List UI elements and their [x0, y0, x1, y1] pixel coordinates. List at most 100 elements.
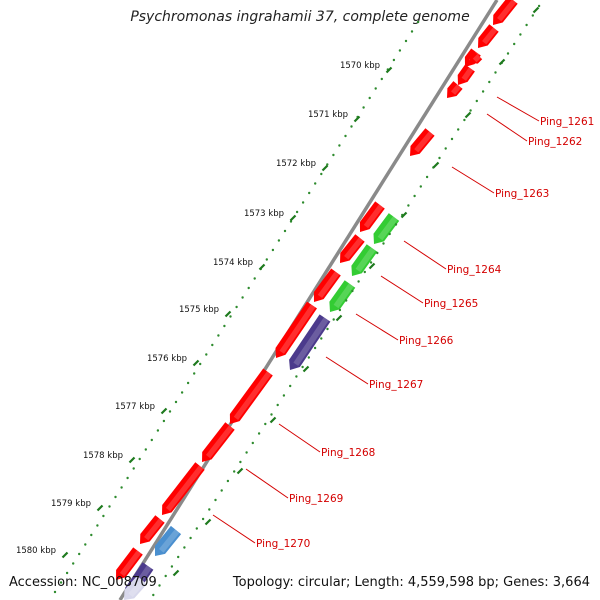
inner-dot — [494, 71, 497, 74]
gene-arrow-body — [313, 268, 341, 302]
inner-dot — [357, 280, 360, 283]
scale-dot — [78, 552, 81, 556]
inner-tick — [432, 161, 440, 169]
inner-dot — [201, 517, 205, 521]
gene-inner-5 — [155, 525, 182, 556]
inner-dot — [233, 470, 236, 473]
inner-dot — [170, 565, 174, 568]
inner-dot — [307, 356, 310, 359]
scale-dot — [295, 210, 299, 214]
inner-dot — [413, 194, 416, 198]
leader-line — [355, 313, 399, 341]
inner-dot — [239, 460, 242, 464]
scale-dot — [59, 581, 63, 584]
inner-dot — [469, 109, 472, 112]
inner-dot — [537, 4, 541, 8]
gene-label: Ping_1268 — [321, 447, 375, 459]
inner-dot — [369, 261, 373, 264]
inner-dot — [506, 52, 510, 55]
scale-dot — [277, 239, 281, 242]
scale-tick — [353, 115, 361, 123]
inner-dot — [245, 451, 248, 454]
gene-arrow-highlight — [414, 131, 434, 153]
inner-dot — [226, 479, 230, 483]
scale-dot — [205, 353, 208, 356]
inner-dot — [394, 223, 398, 226]
leader-line — [278, 423, 321, 453]
gene-label: Ping_1269 — [289, 493, 343, 505]
scale-dot — [120, 486, 123, 489]
inner-dot — [282, 394, 286, 397]
label-leader-lines — [212, 96, 540, 544]
topology-text: Topology: circular; Length: 4,559,598 bp… — [232, 575, 590, 590]
scale-dot — [114, 495, 117, 499]
gene-arrow-body — [493, 0, 518, 25]
scale-dot — [392, 58, 396, 62]
scale-dot — [186, 381, 190, 385]
gene-arrow-body — [275, 301, 317, 358]
scale-dot — [180, 391, 184, 394]
scale-label: 1570 kbp — [340, 61, 380, 71]
scale-ticks — [61, 66, 393, 559]
inner-dot — [463, 118, 466, 122]
leader-line — [496, 96, 540, 122]
scale-dot — [96, 524, 99, 527]
scale-dot — [362, 106, 365, 109]
scale-dot — [338, 144, 341, 147]
inner-dot — [519, 33, 522, 36]
inner-dot — [320, 337, 323, 340]
gene-arrow-body — [457, 64, 475, 85]
gene-arrow-highlight — [119, 550, 142, 577]
leader-line — [245, 468, 289, 499]
inner-dot — [220, 489, 223, 492]
gene-arrow-body — [340, 234, 365, 263]
gene-arrow-highlight — [206, 425, 234, 459]
scale-dot — [168, 410, 172, 413]
scale-label: 1574 kbp — [213, 258, 253, 268]
inner-dot — [351, 289, 354, 293]
gene-inner-4 — [289, 314, 331, 370]
gene-arrow-body — [359, 201, 385, 232]
gene-arrow-highlight — [451, 84, 462, 95]
gene-arrow-highlight — [233, 371, 272, 420]
scale-tick — [258, 263, 266, 271]
inner-dot — [531, 14, 534, 17]
gene-arrow-body — [202, 422, 235, 462]
inner-dot — [481, 90, 485, 93]
scale-dot — [156, 429, 160, 432]
gene-arrow-body — [140, 515, 165, 544]
scale-tick — [160, 407, 168, 415]
inner-tick — [269, 416, 277, 424]
leader-line — [486, 113, 528, 142]
scale-dotted-arc — [53, 20, 420, 594]
inner-dot — [195, 527, 198, 530]
gene-outer-16 — [116, 547, 143, 580]
gene-arrow-highlight — [497, 0, 517, 22]
scale-dot — [241, 296, 244, 299]
inner-dot — [276, 403, 279, 407]
inner-dot — [313, 346, 317, 350]
gene-outer-14 — [162, 462, 205, 515]
map-title: Psychromonas ingrahamii 37, complete gen… — [130, 9, 470, 25]
gene-arrow-body — [478, 24, 499, 48]
scale-label: 1576 kbp — [147, 354, 187, 364]
inner-dot — [289, 384, 292, 388]
scale-dot — [265, 258, 268, 261]
gene-arrow-highlight — [166, 465, 204, 512]
scale-dot — [320, 172, 323, 176]
scale-dot — [283, 229, 287, 233]
scale-label: 1571 kbp — [308, 110, 348, 120]
inner-tick — [464, 111, 472, 119]
gene-outer-10 — [313, 268, 341, 302]
scale-dot — [211, 343, 214, 347]
leader-line — [451, 166, 495, 194]
scale-tick — [289, 214, 297, 222]
gene-arrow-highlight — [128, 579, 146, 598]
inner-dot — [382, 242, 385, 245]
inner-dot — [425, 175, 429, 179]
scale-tick — [321, 164, 329, 172]
scale-dot — [193, 372, 196, 375]
inner-dot — [251, 441, 254, 445]
leader-line — [325, 356, 369, 385]
inner-dot — [270, 413, 273, 416]
